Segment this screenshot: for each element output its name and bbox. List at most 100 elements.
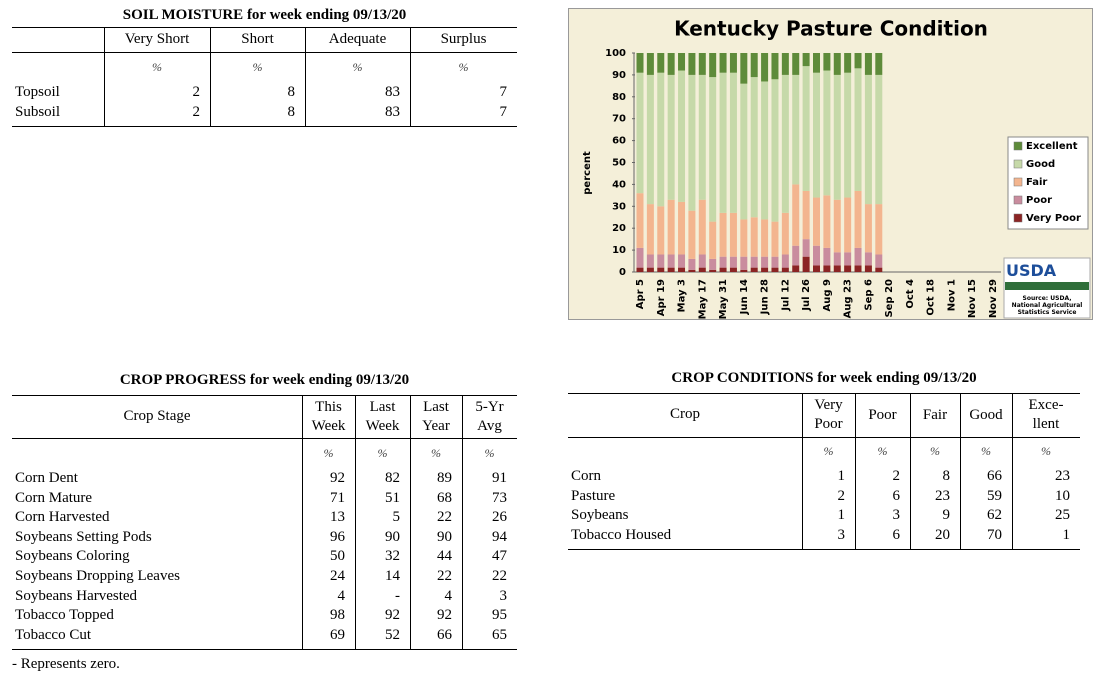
cell: 26: [492, 509, 507, 526]
table-title: CROP CONDITIONS for week ending 09/13/20: [671, 370, 977, 386]
table-title: CROP PROGRESS for week ending 09/13/20: [119, 372, 410, 388]
bar-segment: [761, 53, 769, 82]
stub-header: Crop: [670, 406, 700, 422]
bar-segment: [678, 53, 686, 71]
cell: 47: [492, 548, 507, 565]
rule: [410, 27, 411, 126]
bar-segment: [740, 256, 748, 270]
bar-segment: [729, 256, 737, 268]
bar-segment: [740, 53, 748, 84]
cell: 94: [492, 528, 507, 545]
cell: 51: [385, 489, 400, 506]
legend-label: Good: [1026, 159, 1055, 170]
cell: 3: [892, 507, 901, 524]
y-tick-label: 10: [612, 245, 626, 256]
bar-segment: [813, 72, 820, 198]
rule: [12, 27, 517, 28]
unit: %: [252, 60, 263, 74]
cell: 73: [492, 489, 507, 506]
bar-segment: [646, 267, 654, 272]
bar-segment: [657, 267, 665, 272]
legend-label: Fair: [1026, 177, 1047, 188]
bar-segment: [709, 258, 717, 270]
x-tick-label: Sep 20: [884, 279, 895, 318]
rule: [910, 393, 911, 550]
bar-segment: [636, 267, 644, 272]
legend-swatch: [1013, 177, 1023, 187]
bar-segment: [802, 256, 810, 272]
bar-segment: [864, 53, 872, 75]
x-tick-label: Aug 23: [843, 279, 854, 318]
bar-segment: [667, 267, 675, 272]
bar-segment: [875, 53, 883, 75]
unit: %: [484, 446, 495, 460]
cell: 50: [330, 548, 345, 565]
bar-segment: [667, 199, 675, 255]
cell: 1: [1062, 526, 1071, 543]
rule: [355, 395, 356, 650]
cell: 6: [892, 526, 901, 543]
bar-segment: [771, 53, 779, 80]
unit: %: [431, 446, 441, 460]
bar-segment: [761, 81, 769, 220]
bar-segment: [813, 197, 820, 246]
column-header: Last: [369, 398, 396, 415]
row-label: Soybeans Dropping Leaves: [15, 568, 180, 584]
legend-swatch: [1013, 141, 1023, 151]
rule: [855, 393, 856, 550]
bar-segment: [802, 66, 810, 191]
cell: 2: [892, 468, 901, 484]
y-tick-label: 100: [605, 48, 626, 59]
cell: 7: [499, 103, 508, 120]
column-header: Fair: [922, 406, 948, 423]
cell: 4: [337, 587, 346, 604]
row-label: Tobacco Cut: [15, 626, 92, 643]
bar-segment: [802, 53, 810, 67]
bar-segment: [636, 247, 644, 268]
cell: 22: [437, 509, 452, 526]
y-tick-label: 20: [612, 223, 626, 234]
bar-segment: [802, 239, 810, 257]
bar-segment: [864, 265, 872, 272]
cell: 7: [499, 84, 508, 100]
source-note: Statistics Service: [1018, 309, 1077, 316]
x-tick-label: Jul 12: [780, 279, 791, 312]
rule: [302, 395, 303, 650]
bar-segment: [750, 267, 758, 272]
bar-segment: [709, 77, 717, 222]
bar-segment: [833, 199, 841, 253]
y-tick-label: 50: [612, 158, 626, 169]
bar-segment: [646, 74, 654, 205]
bar-segment: [771, 256, 779, 268]
source-note: Source: USDA,: [1023, 295, 1072, 302]
column-header: Week: [311, 417, 346, 434]
bar-segment: [781, 74, 789, 213]
unit: %: [377, 446, 388, 460]
cell: 22: [437, 568, 452, 584]
legend-swatch: [1013, 195, 1023, 205]
bar-segment: [740, 269, 748, 272]
cell: 3: [837, 526, 846, 543]
bar-segment: [823, 53, 831, 71]
bar-segment: [781, 212, 789, 255]
rule: [960, 393, 961, 550]
unit: %: [1041, 444, 1051, 458]
legend-label: Poor: [1026, 195, 1052, 206]
column-header: Year: [422, 417, 450, 434]
cell: 4: [444, 587, 453, 604]
column-header: Adequate: [328, 31, 387, 47]
bar-segment: [771, 221, 779, 257]
bar-segment: [833, 74, 841, 200]
cell: 23: [935, 487, 950, 504]
x-tick-label: Nov 15: [967, 279, 978, 318]
unit: %: [323, 446, 334, 460]
x-tick-label: Aug 9: [822, 279, 833, 311]
bar-segment: [729, 72, 737, 213]
bar-segment: [792, 265, 800, 272]
rule: [12, 438, 517, 439]
row-label: Corn Dent: [15, 470, 78, 486]
bar-segment: [864, 74, 872, 205]
footnote: - Represents zero.: [12, 656, 120, 673]
bar-segment: [813, 265, 820, 272]
x-tick-label: Oct 18: [926, 279, 937, 316]
